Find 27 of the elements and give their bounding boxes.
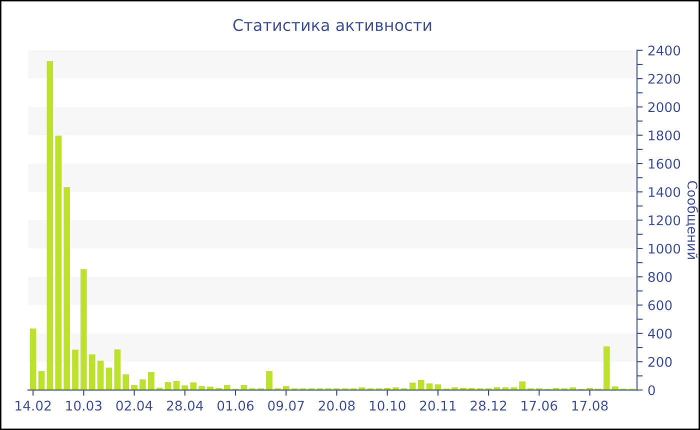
x-tick-label: 20.08 (318, 400, 355, 411)
y-tick-label: 2200 (648, 74, 680, 84)
y-tick-label: 2400 (648, 46, 680, 56)
y-tick-label: 1000 (648, 244, 680, 254)
y-tick-label: 200 (648, 356, 672, 367)
x-tick-label: 02.04 (116, 400, 152, 411)
x-tick-label: 28.12 (470, 400, 506, 411)
x-tick-label: 09.07 (268, 400, 304, 411)
y-tick-label: 1200 (648, 215, 680, 226)
x-tick-label: 10.10 (370, 400, 406, 411)
x-tick-label: 17.08 (572, 400, 608, 411)
y-tick-label: 0 (648, 385, 655, 396)
x-tick-label: 10.03 (66, 400, 102, 411)
y-axis-title: Сообщений (686, 180, 698, 259)
y-tick-label: 800 (648, 272, 672, 282)
chart-title: Статистика активности (233, 19, 432, 32)
x-tick-label: 20.11 (420, 400, 456, 411)
y-tick-label: 1800 (648, 130, 680, 140)
x-tick-label: 14.02 (16, 400, 51, 411)
y-tick-label: 2000 (648, 102, 680, 112)
x-tick-label: 01.06 (217, 400, 254, 411)
y-tick-label: 1400 (648, 187, 680, 198)
y-tick-label: 1600 (648, 158, 680, 169)
y-tick-label: 600 (648, 300, 672, 310)
y-tick-label: 400 (648, 328, 672, 339)
x-tick-label: 17.06 (522, 400, 558, 411)
x-tick-label: 28.04 (166, 400, 204, 411)
